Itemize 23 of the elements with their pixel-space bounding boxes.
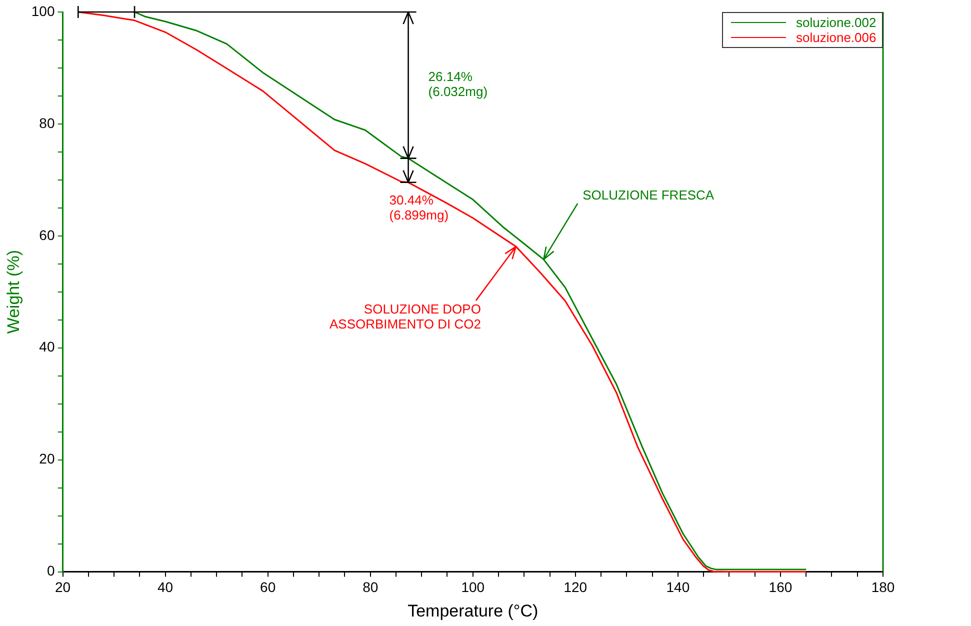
- x-tick-label: 180: [871, 579, 895, 596]
- annotation: SOLUZIONE DOPO ASSORBIMENTO DI CO2: [326, 302, 481, 332]
- annotation: 26.14% (6.032mg): [428, 69, 488, 100]
- y-tick-label: 20: [39, 450, 55, 467]
- x-tick-label: 120: [564, 579, 588, 596]
- x-tick-label: 100: [461, 579, 485, 596]
- y-tick-label: 60: [39, 226, 55, 243]
- legend-label: soluzione.002: [796, 15, 876, 30]
- y-axis-title: Weight (%): [4, 250, 23, 334]
- x-tick-label: 140: [666, 579, 690, 596]
- annotation: 30.44% (6.899mg): [389, 192, 449, 222]
- x-tick-label: 20: [54, 579, 71, 596]
- y-tick-label: 100: [31, 2, 55, 19]
- annotation: SOLUZIONE FRESCA: [582, 188, 714, 203]
- x-tick-label: 80: [362, 579, 378, 596]
- y-tick-label: 0: [46, 562, 55, 579]
- x-axis-title: Temperature (°C): [408, 601, 538, 620]
- legend-label: soluzione.006: [796, 30, 876, 45]
- x-tick-label: 60: [260, 579, 276, 596]
- x-tick-label: 160: [768, 579, 792, 596]
- y-tick-label: 40: [39, 338, 55, 355]
- y-tick-label: 80: [39, 114, 55, 131]
- x-tick-label: 40: [158, 579, 174, 596]
